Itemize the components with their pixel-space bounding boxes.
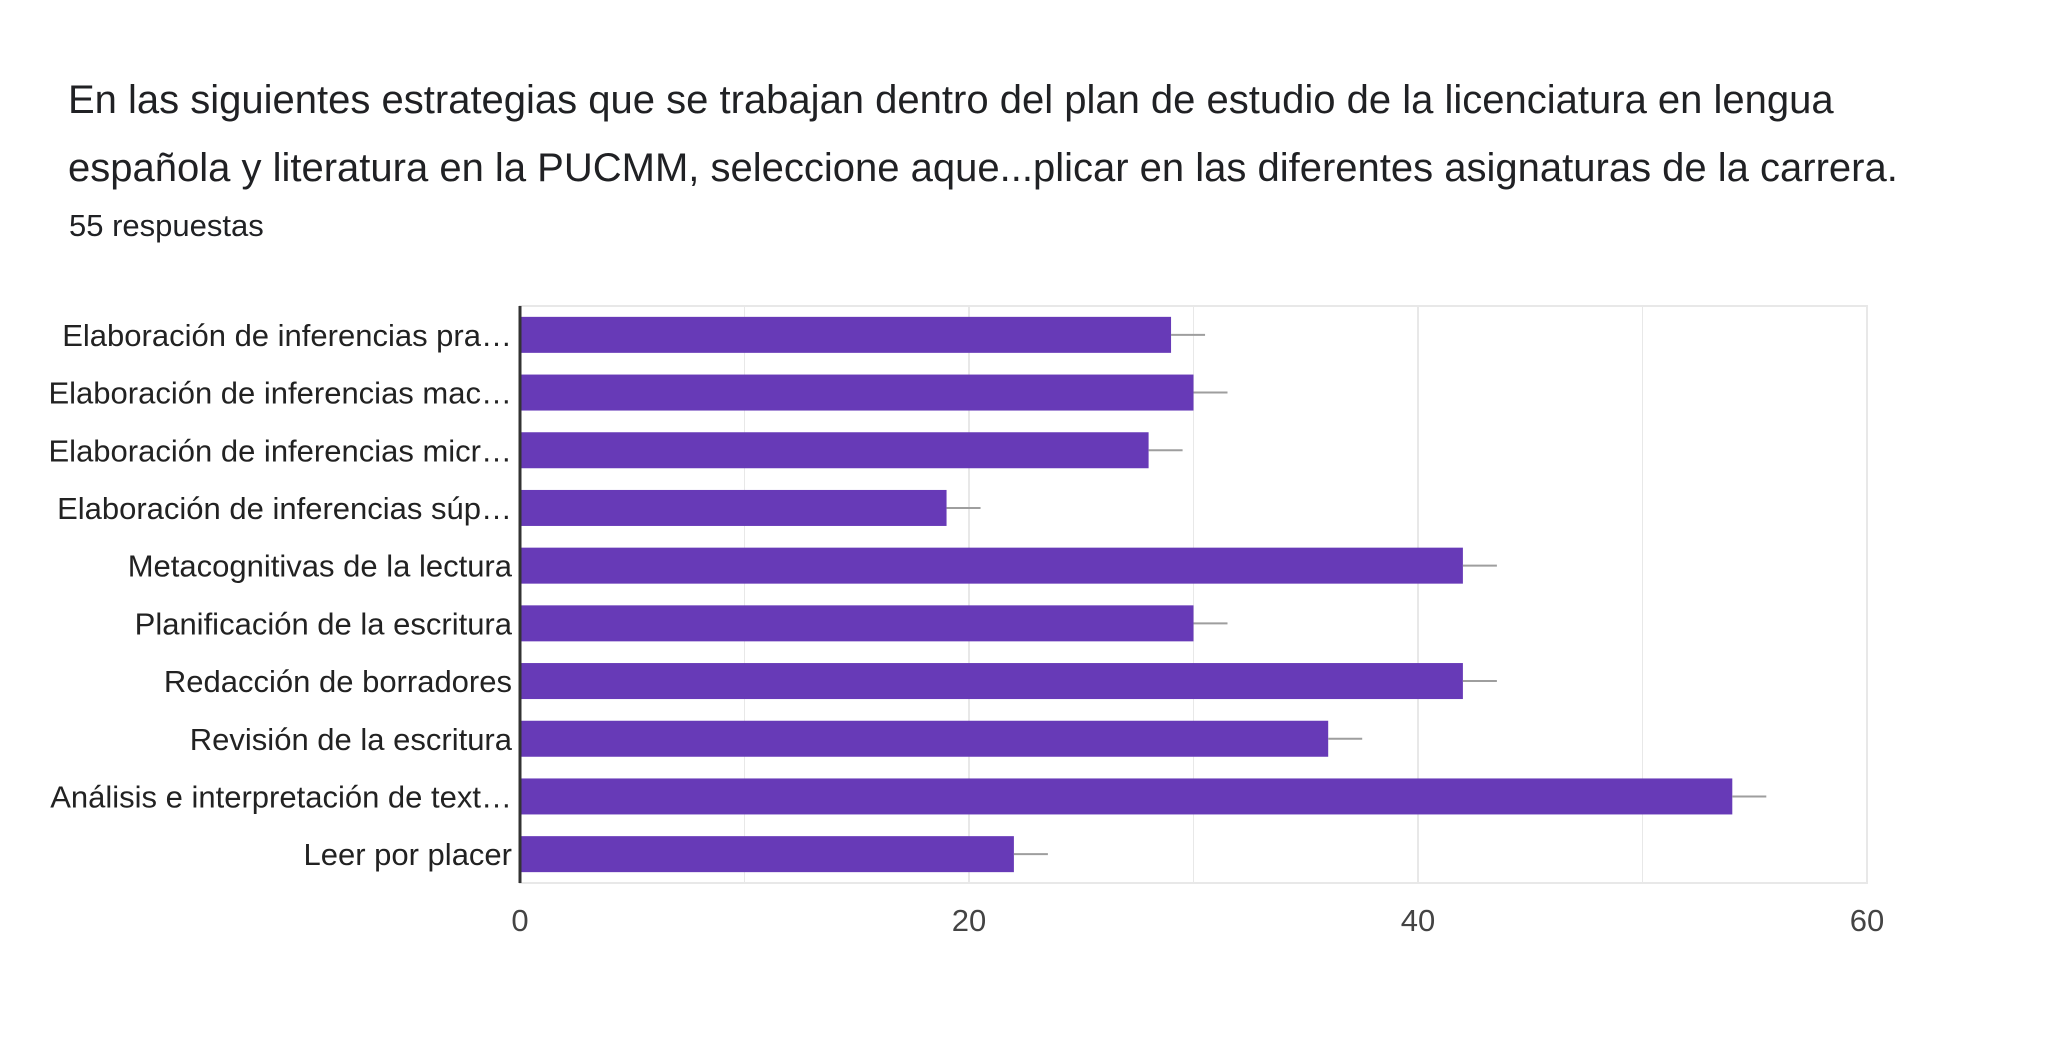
- category-label: Revisión de la escritura: [190, 722, 513, 757]
- category-label: Metacognitivas de la lectura: [128, 549, 513, 584]
- category-labels: Elaboración de inferencias pra… Elaboraci…: [48, 318, 512, 872]
- bar[interactable]: [520, 489, 947, 526]
- bar[interactable]: [520, 720, 1329, 757]
- bar-chart: Elaboración de inferencias pra… Elaboraci…: [48, 305, 1884, 938]
- question-title: En las siguientes estrategias que se tra…: [68, 66, 2028, 202]
- bar[interactable]: [520, 316, 1172, 353]
- question-title-line-2: española y literatura en la PUCMM, selec…: [68, 146, 1898, 190]
- category-label: Elaboración de inferencias micr…: [49, 433, 513, 468]
- x-tick-label: 60: [1850, 903, 1884, 938]
- bar[interactable]: [520, 432, 1149, 469]
- question-title-line-1: En las siguientes estrategias que se tra…: [68, 78, 1834, 122]
- bar[interactable]: [520, 605, 1194, 642]
- category-label: Elaboración de inferencias pra…: [62, 318, 512, 353]
- bar[interactable]: [520, 663, 1463, 700]
- category-label: Elaboración de inferencias súp…: [57, 491, 512, 526]
- x-tick-label: 20: [952, 903, 986, 938]
- x-tick-label: 0: [511, 903, 528, 938]
- bar[interactable]: [520, 547, 1463, 584]
- category-label: Planificación de la escritura: [135, 606, 513, 641]
- bar[interactable]: [520, 836, 1014, 873]
- bar[interactable]: [520, 778, 1733, 815]
- bar[interactable]: [520, 374, 1194, 411]
- category-label: Análisis e interpretación de text…: [50, 779, 512, 814]
- response-count: 55 respuestas: [69, 208, 264, 243]
- category-label: Elaboración de inferencias mac…: [48, 376, 512, 411]
- category-label: Redacción de borradores: [164, 664, 512, 699]
- bars: [518, 306, 1767, 883]
- x-axis-ticks: 0 20 40 60: [511, 903, 1884, 938]
- category-label: Leer por placer: [303, 837, 512, 872]
- x-tick-label: 40: [1401, 903, 1435, 938]
